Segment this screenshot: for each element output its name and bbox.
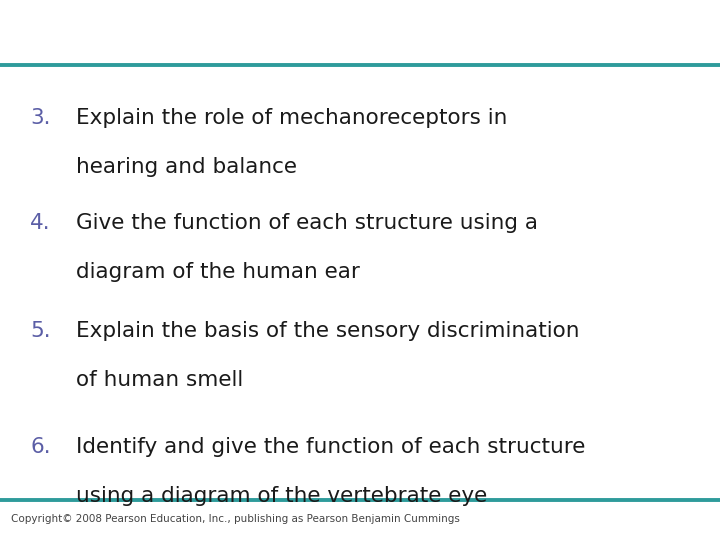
- Text: 6.: 6.: [30, 437, 51, 457]
- Text: of human smell: of human smell: [76, 370, 243, 390]
- Text: diagram of the human ear: diagram of the human ear: [76, 262, 359, 282]
- Text: 3.: 3.: [30, 108, 50, 128]
- Text: 5.: 5.: [30, 321, 51, 341]
- Text: Explain the basis of the sensory discrimination: Explain the basis of the sensory discrim…: [76, 321, 579, 341]
- Text: hearing and balance: hearing and balance: [76, 157, 297, 177]
- Text: Explain the role of mechanoreceptors in: Explain the role of mechanoreceptors in: [76, 108, 507, 128]
- Text: Give the function of each structure using a: Give the function of each structure usin…: [76, 213, 538, 233]
- Text: using a diagram of the vertebrate eye: using a diagram of the vertebrate eye: [76, 486, 487, 506]
- Text: Copyright© 2008 Pearson Education, Inc., publishing as Pearson Benjamin Cummings: Copyright© 2008 Pearson Education, Inc.,…: [11, 514, 459, 524]
- Text: Identify and give the function of each structure: Identify and give the function of each s…: [76, 437, 585, 457]
- Text: 4.: 4.: [30, 213, 51, 233]
